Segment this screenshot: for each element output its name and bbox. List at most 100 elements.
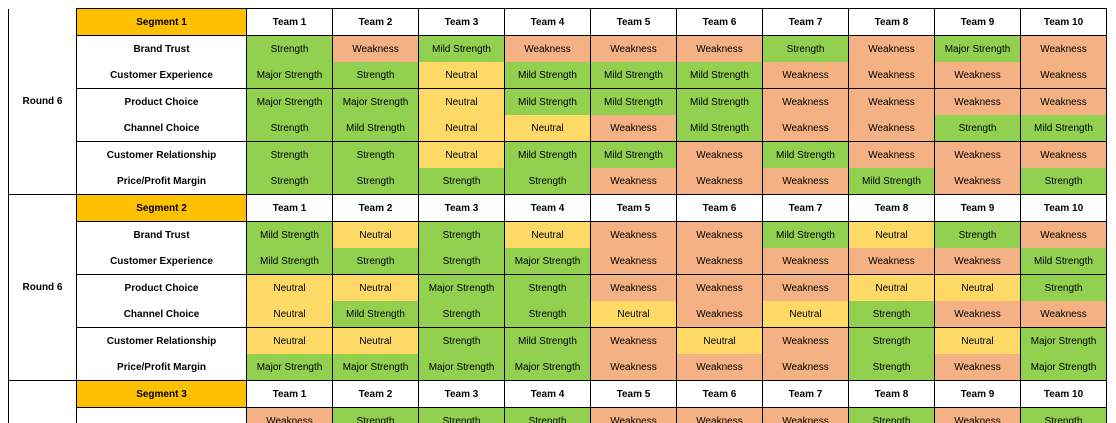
rating-cell: Weakness [1020,88,1107,115]
round-label [8,380,77,423]
team-header-8: Team 8 [848,8,935,36]
rating-cell: Mild Strength [848,168,935,195]
rating-cell: Mild Strength [590,88,677,115]
rating-cell: Major Strength [246,88,333,115]
rating-cell: Neutral [504,221,591,248]
team-header-2: Team 2 [332,8,419,36]
segment-header-row: Round 6 Segment 1 Team 1 Team 2 Team 3 Team 4… [8,8,1107,195]
rating-cell: Weakness [848,248,935,275]
rating-cell: Weakness [676,407,763,423]
rating-cell: Weakness [590,354,677,381]
rating-cell: Major Strength [504,354,591,381]
rating-cell: Major Strength [1020,354,1107,381]
rating-cell: Neutral [418,115,505,142]
table-row: Customer Relationship Strength Strength Neu… [9,141,1107,168]
rating-cell: Major Strength [332,88,419,115]
rating-cell: Strength [332,407,419,423]
rating-cell: Weakness [590,221,677,248]
rating-cell: Mild Strength [590,62,677,89]
team-header-4: Team 4 [504,380,591,408]
row-label-price-profit-margin: Price/Profit Margin [76,354,247,381]
rating-cell: Weakness [848,35,935,62]
rating-cell: Weakness [676,168,763,195]
rating-cell: Major Strength [1020,327,1107,354]
rating-cell: Weakness [934,248,1021,275]
rating-cell: Strength [504,407,591,423]
team-header-4: Team 4 [504,194,591,222]
team-header-6: Team 6 [676,8,763,36]
rating-cell: Mild Strength [676,88,763,115]
rating-cell: Neutral [418,88,505,115]
team-header-9: Team 9 [934,380,1021,408]
rating-cell: Strength [934,221,1021,248]
segment-header-row: Round 6 Segment 2 Team 1 Team 2 Team 3 Team 4… [8,194,1107,381]
rating-cell: Strength [246,115,333,142]
rating-cell: Weakness [676,274,763,301]
team-header-10: Team 10 [1020,8,1107,36]
rating-cell: Strength [504,274,591,301]
rating-cell: Mild Strength [504,88,591,115]
rating-cell: Major Strength [246,62,333,89]
team-header-9: Team 9 [934,194,1021,222]
rating-cell: Weakness [762,62,849,89]
rating-cell: Mild Strength [762,221,849,248]
rating-cell: Major Strength [934,35,1021,62]
rating-cell: Weakness [332,35,419,62]
rating-cell: Weakness [590,248,677,275]
rating-cell: Strength [332,141,419,168]
team-header-1: Team 1 [246,194,333,222]
rating-cell: Strength [418,248,505,275]
rating-cell: Neutral [590,301,677,328]
segment-title: Segment 2 [76,194,247,222]
rating-cell: Mild Strength [504,141,591,168]
rating-cell: Weakness [590,327,677,354]
rating-cell: Weakness [676,354,763,381]
table-row: Channel Choice Neutral Mild Strength Streng… [9,301,1107,328]
rating-cell: Neutral [332,327,419,354]
team-header-5: Team 5 [590,194,677,222]
rating-cell: Neutral [332,274,419,301]
rating-cell: Weakness [246,407,333,423]
rating-cell: Weakness [762,88,849,115]
rating-cell: Mild Strength [504,62,591,89]
rating-cell: Neutral [848,274,935,301]
round-label: Round 6 [8,8,77,195]
team-header-7: Team 7 [762,194,849,222]
rating-cell: Weakness [762,354,849,381]
table-row: Price/Profit Margin Major Strength Major S… [9,354,1107,381]
rating-cell: Weakness [762,274,849,301]
rating-cell: Weakness [934,407,1021,423]
table-row: Product Choice Major Strength Major Streng… [9,88,1107,115]
table-row: Price/Profit Margin Strength Strength Stren… [9,168,1107,195]
rating-cell: Weakness [590,168,677,195]
rating-cell: Weakness [1020,301,1107,328]
rating-cell: Mild Strength [1020,248,1107,275]
rating-cell: Mild Strength [332,115,419,142]
team-header-1: Team 1 [246,8,333,36]
team-header-2: Team 2 [332,380,419,408]
rating-cell: Weakness [676,35,763,62]
team-header-7: Team 7 [762,380,849,408]
rating-cell: Weakness [676,301,763,328]
rating-cell: Weakness [762,407,849,423]
row-label-customer-relationship: Customer Relationship [76,141,247,168]
team-header-3: Team 3 [418,194,505,222]
rating-cell: Weakness [676,141,763,168]
row-label-channel-choice: Channel Choice [76,115,247,142]
rating-cell: Weakness [934,301,1021,328]
rating-cell: Strength [1020,168,1107,195]
team-header-9: Team 9 [934,8,1021,36]
team-header-4: Team 4 [504,8,591,36]
team-header-6: Team 6 [676,194,763,222]
rating-cell: Mild Strength [332,301,419,328]
rating-cell: Neutral [418,141,505,168]
rating-cell: Weakness [1020,141,1107,168]
rating-cell: Strength [934,115,1021,142]
rating-cell: Mild Strength [762,141,849,168]
rating-cell: Strength [1020,274,1107,301]
row-label-customer-relationship: Customer Relationship [76,327,247,354]
table-row: Product Choice Neutral Neutral Major Streng… [9,274,1107,301]
rating-cell: Neutral [504,115,591,142]
row-label-customer-experience: Customer Experience [76,62,247,89]
